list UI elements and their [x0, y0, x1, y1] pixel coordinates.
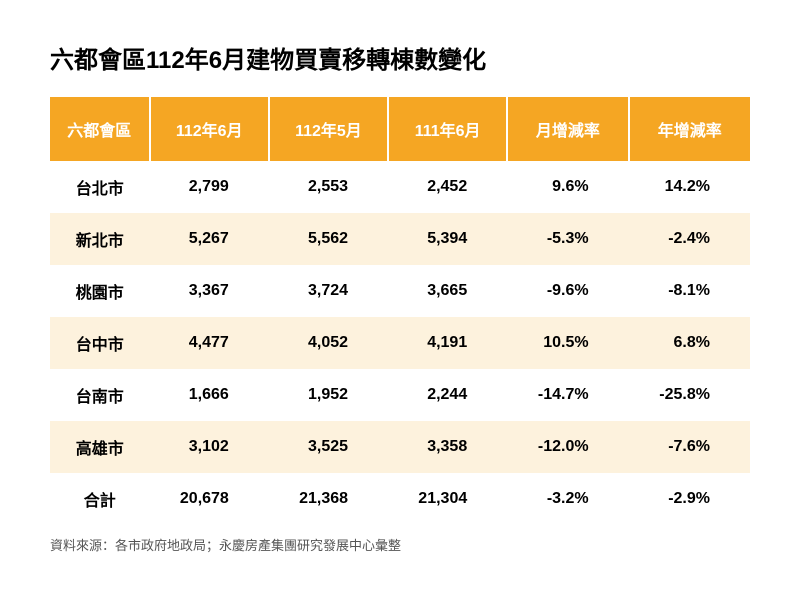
cell-city: 高雄市	[50, 421, 150, 473]
source-text: 資料來源：各市政府地政局；永慶房產集團研究發展中心彙整	[50, 535, 750, 554]
table-header-row: 六都會區 112年6月 112年5月 111年6月 月增減率 年增減率	[50, 97, 750, 161]
col-header: 111年6月	[388, 97, 507, 161]
cell-value: 5,562	[269, 213, 388, 265]
cell-value: 3,367	[150, 265, 269, 317]
table-row: 台北市 2,799 2,553 2,452 9.6% 14.2%	[50, 161, 750, 213]
table-row: 台南市 1,666 1,952 2,244 -14.7% -25.8%	[50, 369, 750, 421]
cell-value: 3,102	[150, 421, 269, 473]
cell-value: 1,666	[150, 369, 269, 421]
cell-city: 新北市	[50, 213, 150, 265]
cell-value: 3,358	[388, 421, 507, 473]
cell-value: -9.6%	[507, 265, 628, 317]
cell-value: -5.3%	[507, 213, 628, 265]
cell-value: 4,477	[150, 317, 269, 369]
cell-value: 21,368	[269, 473, 388, 525]
cell-value: 6.8%	[629, 317, 750, 369]
table-row-total: 合計 20,678 21,368 21,304 -3.2% -2.9%	[50, 473, 750, 525]
cell-value: 3,724	[269, 265, 388, 317]
table-row: 高雄市 3,102 3,525 3,358 -12.0% -7.6%	[50, 421, 750, 473]
cell-value: 5,267	[150, 213, 269, 265]
cell-value: -14.7%	[507, 369, 628, 421]
cell-value: 3,525	[269, 421, 388, 473]
page-title: 六都會區112年6月建物買賣移轉棟數變化	[50, 40, 750, 75]
data-table: 六都會區 112年6月 112年5月 111年6月 月增減率 年增減率 台北市 …	[50, 97, 750, 525]
table-row: 台中市 4,477 4,052 4,191 10.5% 6.8%	[50, 317, 750, 369]
cell-value: -7.6%	[629, 421, 750, 473]
cell-value: 2,553	[269, 161, 388, 213]
cell-value: -2.9%	[629, 473, 750, 525]
cell-value: 21,304	[388, 473, 507, 525]
cell-city: 桃園市	[50, 265, 150, 317]
col-header: 年增減率	[629, 97, 750, 161]
cell-city: 台北市	[50, 161, 150, 213]
table-row: 桃園市 3,367 3,724 3,665 -9.6% -8.1%	[50, 265, 750, 317]
cell-value: 4,191	[388, 317, 507, 369]
cell-value: 2,452	[388, 161, 507, 213]
cell-value: 14.2%	[629, 161, 750, 213]
table-row: 新北市 5,267 5,562 5,394 -5.3% -2.4%	[50, 213, 750, 265]
cell-city: 台中市	[50, 317, 150, 369]
cell-value: -25.8%	[629, 369, 750, 421]
cell-value: -8.1%	[629, 265, 750, 317]
col-header: 112年5月	[269, 97, 388, 161]
cell-value: 2,244	[388, 369, 507, 421]
cell-city: 台南市	[50, 369, 150, 421]
cell-value: -12.0%	[507, 421, 628, 473]
cell-value: -2.4%	[629, 213, 750, 265]
cell-value: 5,394	[388, 213, 507, 265]
col-header: 六都會區	[50, 97, 150, 161]
cell-value: 9.6%	[507, 161, 628, 213]
cell-value: 1,952	[269, 369, 388, 421]
cell-value: 10.5%	[507, 317, 628, 369]
cell-city: 合計	[50, 473, 150, 525]
cell-value: 3,665	[388, 265, 507, 317]
cell-value: 2,799	[150, 161, 269, 213]
col-header: 112年6月	[150, 97, 269, 161]
cell-value: -3.2%	[507, 473, 628, 525]
cell-value: 4,052	[269, 317, 388, 369]
col-header: 月增減率	[507, 97, 628, 161]
cell-value: 20,678	[150, 473, 269, 525]
